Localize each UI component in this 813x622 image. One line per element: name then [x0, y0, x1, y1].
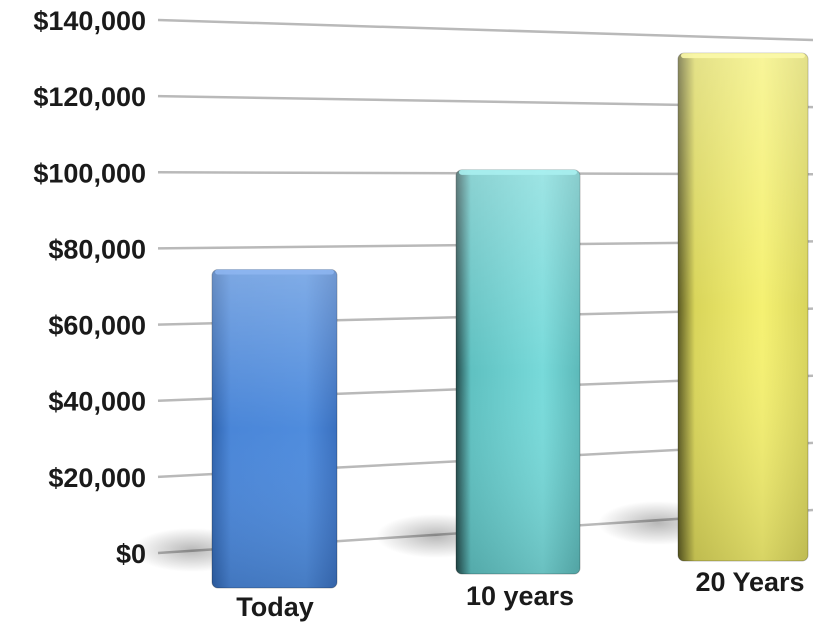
bar-top-highlight [215, 269, 334, 275]
y-tick-label: $60,000 [48, 311, 146, 341]
bar-group [211, 269, 338, 589]
x-axis-category-labels: Today 10 years 20 Years [236, 567, 804, 622]
bar-top-highlight [681, 53, 805, 59]
x-category-label: 10 years [466, 581, 574, 611]
y-tick-label: $140,000 [33, 6, 146, 36]
y-tick-label: $120,000 [33, 82, 146, 112]
y-tick-label: $80,000 [48, 234, 146, 264]
bar-top-highlight [459, 169, 577, 175]
x-category-label: 20 Years [695, 567, 804, 597]
y-tick-label: $40,000 [48, 387, 146, 417]
bars [211, 52, 809, 589]
y-tick-label: $100,000 [33, 158, 146, 188]
x-category-label: Today [236, 592, 314, 622]
y-axis-tick-labels: $0$20,000$40,000$60,000$80,000$100,000$1… [33, 6, 146, 569]
bar-shading [212, 269, 337, 588]
y-tick-label: $20,000 [48, 463, 146, 493]
bar-shading [678, 53, 808, 561]
gridline [157, 18, 813, 42]
bar-group [677, 52, 809, 562]
bar-shading [456, 169, 580, 574]
bar-group [455, 169, 581, 575]
